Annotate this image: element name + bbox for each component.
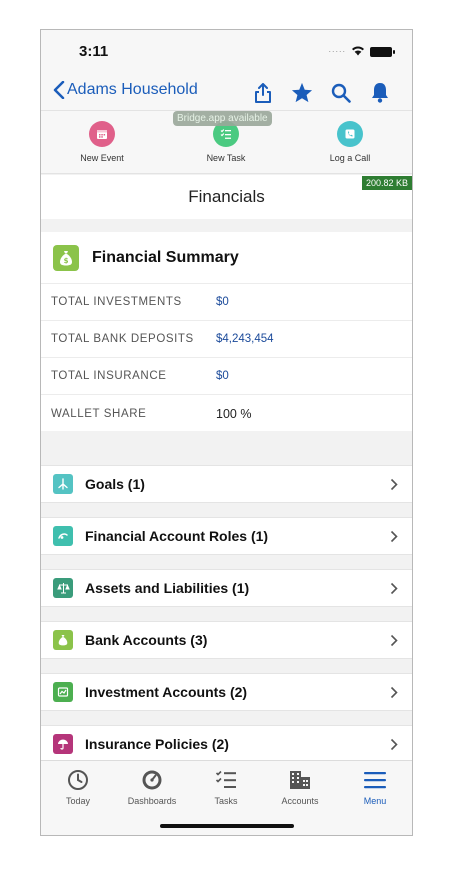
navigation-bar: Adams Household [41, 74, 412, 110]
financial-summary-title: Financial Summary [92, 248, 239, 266]
related-list-label: Assets and Liabilities (1) [85, 580, 250, 596]
total-bank-deposits-label: TOTAL BANK DEPOSITS [51, 333, 194, 345]
related-list-investment-accounts[interactable]: Investment Accounts (2) [41, 673, 412, 711]
gauge-icon [115, 767, 189, 793]
tab-label: Today [65, 796, 91, 806]
phone-screen: 3:11 ..... Adams Household [40, 29, 413, 836]
signal-dots: ..... [328, 44, 346, 54]
quick-actions-bar: New Event New Task Log a Call Bridge.app… [41, 110, 412, 174]
new-event-label: New Event [80, 153, 124, 163]
summary-row: TOTAL INSURANCE $0 [41, 358, 412, 395]
nav-actions [250, 80, 392, 105]
bank-account-icon [53, 630, 73, 650]
related-list-bank-accounts[interactable]: Bank Accounts (3) [41, 621, 412, 659]
tab-dashboards[interactable]: Dashboards [115, 767, 189, 806]
phone-icon [337, 121, 363, 147]
total-investments-label: TOTAL INVESTMENTS [51, 296, 182, 308]
menu-icon [338, 767, 412, 793]
status-time: 3:11 [79, 43, 109, 60]
wallet-share-value: 100 % [216, 406, 252, 421]
total-insurance-value[interactable]: $0 [216, 370, 229, 382]
search-icon[interactable] [328, 80, 353, 105]
related-list-assets-and-liabilities[interactable]: Assets and Liabilities (1) [41, 569, 412, 607]
log-a-call-label: Log a Call [329, 153, 371, 163]
chevron-right-icon [390, 582, 398, 594]
new-task-label: New Task [206, 153, 246, 163]
status-bar: 3:11 ..... [41, 30, 412, 74]
related-list-label: Bank Accounts (3) [85, 632, 208, 648]
tab-label: Dashboards [127, 796, 177, 806]
calendar-icon [89, 121, 115, 147]
share-icon[interactable] [250, 80, 275, 105]
battery-icon [370, 47, 395, 57]
bridge-app-toast: Bridge.app available [173, 111, 272, 126]
back-button[interactable]: Adams Household [53, 81, 198, 99]
chevron-right-icon [390, 634, 398, 646]
money-bag-icon: $ [53, 244, 79, 271]
related-list-label: Goals (1) [85, 476, 145, 492]
star-icon[interactable] [289, 80, 314, 105]
total-investments-value[interactable]: $0 [216, 296, 229, 308]
total-bank-deposits-value[interactable]: $4,243,454 [216, 333, 274, 345]
size-badge: 200.82 KB [361, 176, 412, 190]
chevron-right-icon [390, 530, 398, 542]
new-event-action[interactable]: New Event [57, 121, 147, 163]
log-a-call-action[interactable]: Log a Call [305, 121, 395, 163]
home-indicator[interactable] [160, 824, 294, 828]
bell-icon[interactable] [367, 80, 392, 105]
svg-text:$: $ [64, 257, 69, 265]
chevron-right-icon [390, 478, 398, 490]
tasks-icon [189, 767, 263, 793]
financial-summary-card: $ Financial Summary TOTAL INVESTMENTS $0… [41, 232, 412, 431]
tab-today[interactable]: Today [41, 767, 115, 806]
chevron-left-icon [53, 81, 65, 99]
tab-label: Tasks [214, 796, 238, 806]
tab-menu[interactable]: Menu [338, 767, 412, 806]
chevron-right-icon [390, 738, 398, 750]
tab-label: Menu [363, 796, 387, 806]
summary-row: TOTAL INVESTMENTS $0 [41, 284, 412, 321]
tab-accounts[interactable]: Accounts [263, 767, 337, 806]
umbrella-icon [53, 734, 73, 754]
clock-icon [41, 767, 115, 793]
total-insurance-label: TOTAL INSURANCE [51, 370, 167, 382]
related-list-label: Investment Accounts (2) [85, 684, 248, 700]
related-list-insurance-policies[interactable]: Insurance Policies (2) [41, 725, 412, 763]
summary-row: TOTAL BANK DEPOSITS $4,243,454 [41, 321, 412, 358]
page-title: Financials [188, 187, 265, 206]
building-icon [263, 767, 337, 793]
related-list-label: Insurance Policies (2) [85, 736, 229, 752]
chevron-right-icon [390, 686, 398, 698]
tab-label: Accounts [281, 796, 319, 806]
new-task-action[interactable]: New Task [181, 121, 271, 163]
scale-icon [53, 578, 73, 598]
related-list-label: Financial Account Roles (1) [85, 528, 269, 544]
financial-summary-header: $ Financial Summary [41, 232, 412, 284]
goal-icon [53, 474, 73, 494]
financials-header: Financials 200.82 KB [41, 175, 412, 219]
wallet-share-label: WALLET SHARE [51, 407, 147, 420]
account-role-icon [53, 526, 73, 546]
back-label: Adams Household [67, 81, 198, 98]
wifi-icon [350, 43, 366, 61]
related-list-goals[interactable]: Goals (1) [41, 465, 412, 503]
tab-tasks[interactable]: Tasks [189, 767, 263, 806]
investment-icon [53, 682, 73, 702]
tab-bar: Today Dashboards Tasks Accounts Menu [41, 760, 412, 835]
summary-row: WALLET SHARE 100 % [41, 395, 412, 432]
related-list-financial-account-roles[interactable]: Financial Account Roles (1) [41, 517, 412, 555]
